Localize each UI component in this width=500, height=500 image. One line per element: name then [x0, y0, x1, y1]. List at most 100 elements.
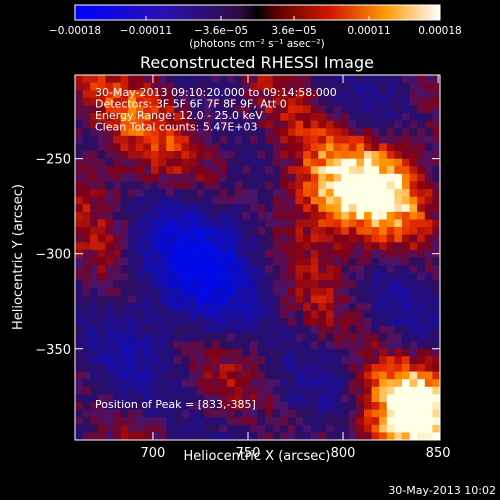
heatmap-cell — [97, 189, 106, 197]
heatmap-cell — [363, 379, 372, 388]
heatmap-cell — [386, 204, 395, 213]
heatmap-cell — [189, 211, 197, 220]
heatmap-cell — [227, 196, 235, 205]
heatmap-cell — [196, 143, 205, 152]
heatmap-cell — [371, 97, 380, 106]
heatmap-cell — [265, 135, 273, 144]
heatmap-cell — [424, 113, 433, 121]
heatmap-cell — [424, 318, 433, 327]
heatmap-cell — [75, 371, 83, 380]
heatmap-cell — [363, 227, 372, 235]
heatmap-cell — [379, 128, 388, 137]
heatmap-cell — [341, 417, 350, 426]
heatmap-cell — [242, 356, 251, 365]
heatmap-cell — [310, 166, 319, 175]
heatmap-cell — [348, 394, 357, 403]
heatmap-cell — [105, 166, 114, 175]
heatmap-cell — [151, 265, 159, 273]
heatmap-cell — [310, 113, 319, 121]
chart-title: Reconstructed RHESSI Image — [140, 53, 374, 72]
heatmap-cell — [363, 105, 372, 114]
heatmap-cell — [204, 265, 213, 273]
heatmap-cell — [333, 424, 342, 433]
heatmap-cell — [280, 211, 289, 220]
heatmap-cell — [333, 113, 342, 121]
x-tick-label: 850 — [426, 446, 451, 461]
heatmap-cell — [227, 143, 235, 152]
heatmap-cell — [386, 166, 395, 175]
heatmap-cell — [333, 333, 342, 342]
heatmap-cell — [280, 234, 289, 243]
heatmap-cell — [318, 120, 327, 129]
heatmap-cell — [120, 257, 129, 266]
heatmap-cell — [356, 348, 365, 357]
heatmap-cell — [318, 211, 327, 220]
heatmap-cell — [287, 97, 296, 106]
heatmap-cell — [227, 303, 235, 312]
heatmap-cell — [128, 295, 137, 304]
heatmap-cell — [424, 356, 433, 365]
heatmap-cell — [356, 249, 365, 258]
heatmap-cell — [287, 333, 296, 342]
heatmap-cell — [348, 318, 357, 327]
heatmap-cell — [371, 409, 380, 418]
heatmap-cell — [318, 417, 327, 426]
heatmap-cell — [295, 219, 304, 228]
heatmap-cell — [356, 341, 365, 350]
heatmap-cell — [257, 82, 266, 91]
heatmap-cell — [151, 120, 159, 129]
heatmap-cell — [204, 287, 213, 296]
heatmap-cell — [287, 401, 296, 410]
heatmap-cell — [401, 120, 410, 129]
heatmap-cell — [97, 181, 106, 190]
heatmap-cell — [287, 75, 296, 83]
heatmap-cell — [257, 409, 266, 418]
heatmap-cell — [90, 432, 99, 441]
heatmap-cell — [356, 181, 365, 190]
heatmap-cell — [303, 432, 312, 441]
heatmap-cell — [173, 356, 182, 365]
heatmap-cell — [394, 75, 403, 83]
heatmap-cell — [113, 295, 121, 304]
heatmap-cell — [394, 325, 403, 334]
heatmap-cell — [173, 280, 182, 289]
heatmap-cell — [82, 348, 91, 357]
heatmap-cell — [158, 105, 167, 114]
heatmap-cell — [318, 242, 327, 251]
heatmap-cell — [401, 394, 410, 403]
heatmap-cell — [219, 341, 228, 350]
heatmap-cell — [211, 303, 220, 312]
heatmap-cell — [348, 303, 357, 312]
heatmap-cell — [143, 432, 152, 441]
heatmap-cell — [120, 120, 129, 129]
heatmap-cell — [303, 310, 312, 319]
heatmap-cell — [181, 120, 190, 129]
heatmap-cell — [135, 234, 144, 243]
heatmap-cell — [75, 333, 83, 342]
heatmap-cell — [401, 189, 410, 197]
heatmap-cell — [158, 432, 167, 441]
heatmap-cell — [249, 265, 258, 273]
heatmap-cell — [356, 379, 365, 388]
heatmap-cell — [204, 97, 213, 106]
heatmap-cell — [90, 105, 99, 114]
heatmap-cell — [219, 75, 228, 83]
heatmap-cell — [265, 128, 273, 137]
heatmap-cell — [75, 181, 83, 190]
heatmap-cell — [356, 417, 365, 426]
heatmap-cell — [219, 363, 228, 372]
heatmap-cell — [341, 173, 350, 182]
heatmap-cell — [363, 113, 372, 121]
heatmap-cell — [90, 287, 99, 296]
heatmap-cell — [371, 333, 380, 342]
heatmap-cell — [401, 249, 410, 258]
heatmap-cell — [151, 105, 159, 114]
heatmap-cell — [295, 333, 304, 342]
heatmap-cell — [318, 249, 327, 258]
heatmap-cell — [204, 105, 213, 114]
heatmap-cell — [143, 287, 152, 296]
heatmap-cell — [295, 143, 304, 152]
heatmap-cell — [196, 82, 205, 91]
heatmap-cell — [409, 424, 418, 433]
heatmap-cell — [158, 341, 167, 350]
